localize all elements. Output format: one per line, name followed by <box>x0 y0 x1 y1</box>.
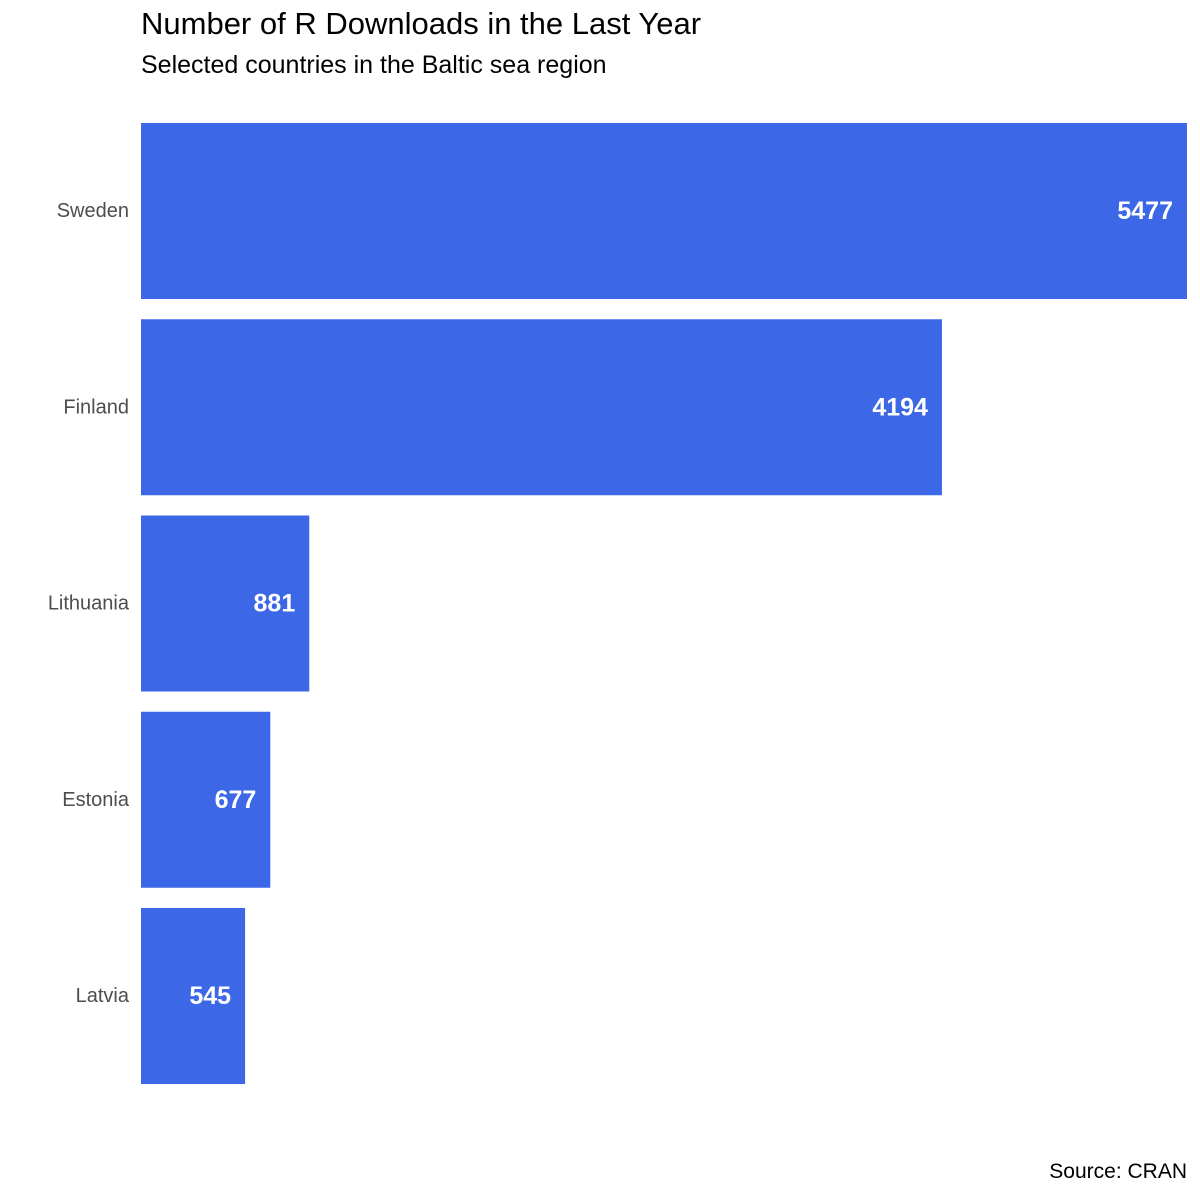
bar-value-label-finland: 4194 <box>872 393 928 421</box>
bar-sweden <box>141 123 1187 299</box>
bar-value-label-estonia: 677 <box>215 786 257 814</box>
bar-estonia <box>141 711 271 888</box>
bar-value-label-sweden: 5477 <box>1117 197 1173 225</box>
chart-title: Number of R Downloads in the Last Year <box>141 6 702 41</box>
y-tick-label-lithuania: Lithuania <box>48 593 130 615</box>
bar-latvia <box>141 908 246 1084</box>
bar-value-label-latvia: 545 <box>189 982 231 1010</box>
chart-subtitle: Selected countries in the Baltic sea reg… <box>141 51 607 79</box>
bar-lithuania <box>141 515 310 692</box>
bar-value-label-lithuania: 881 <box>254 590 296 618</box>
y-tick-label-sweden: Sweden <box>57 200 129 222</box>
bar-finland <box>141 319 942 496</box>
y-tick-label-latvia: Latvia <box>76 985 130 1007</box>
y-tick-label-estonia: Estonia <box>62 789 130 811</box>
y-tick-label-finland: Finland <box>63 396 129 418</box>
chart-caption: Source: CRAN <box>1049 1160 1187 1183</box>
